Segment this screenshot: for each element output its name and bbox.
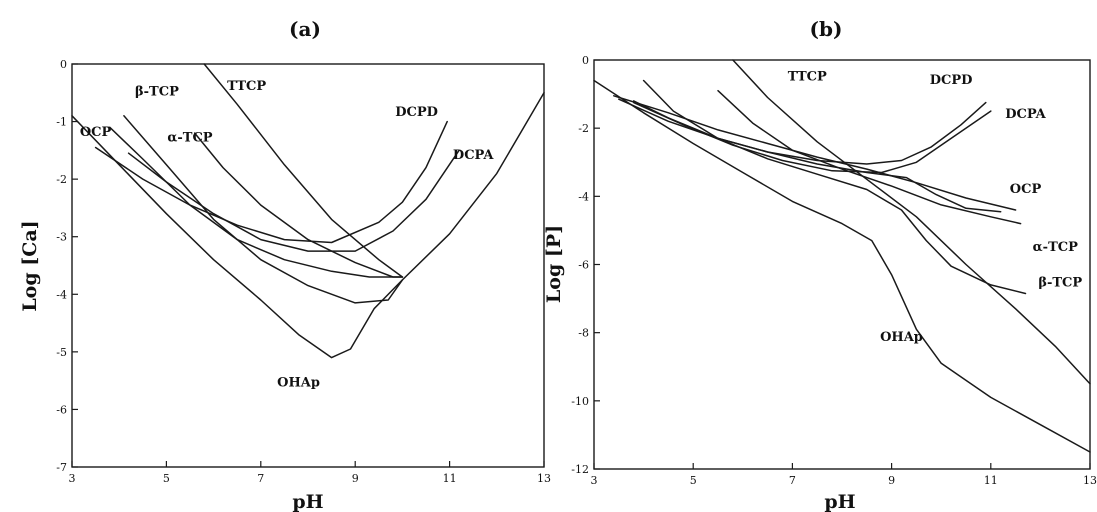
curve-label-dcpa: DCPA <box>453 148 494 163</box>
x-tick-label: 5 <box>690 474 697 487</box>
curve-label-dcpa: DCPA <box>1005 107 1046 122</box>
curve-ocp <box>109 126 404 278</box>
curve-dcpd <box>618 98 987 165</box>
y-tick-label: -4 <box>56 288 67 301</box>
curve-label-alpha-tcp: α-TCP <box>167 131 212 146</box>
panel-b-labels: TTCP DCPD DCPA OCP α-TCP β-TCP OHAp <box>788 69 1083 345</box>
x-tick-label: 3 <box>591 474 598 487</box>
y-tick-label: -12 <box>571 463 589 476</box>
curve-label-beta-tcp: β-TCP <box>1038 276 1082 291</box>
x-tick-label: 7 <box>789 474 796 487</box>
curve-label-alpha-tcp: α-TCP <box>1033 240 1078 255</box>
x-tick-label: 13 <box>537 472 551 485</box>
y-tick-label: -8 <box>578 327 589 340</box>
curve-label-ocp: OCP <box>80 125 112 140</box>
panel-a-xlabel: pH <box>292 491 323 512</box>
panel-a: (a) 3 5 7 9 11 13 0 -1 -2 -3 -4 -5 -6 -7 OCP β-TCP TTCP… <box>19 17 551 512</box>
curve-ocp <box>632 100 1002 213</box>
y-tick-label: -1 <box>56 116 67 129</box>
curve-label-ttcp: TTCP <box>788 69 827 84</box>
y-tick-label: 0 <box>60 58 67 71</box>
panel-b: (b) 3 5 7 9 11 13 0 -2 -4 -6 -8 -10 -12 TTCP DCPD DCPA… <box>543 17 1097 512</box>
panel-b-curves <box>593 59 1091 453</box>
y-tick-label: -5 <box>56 346 67 359</box>
curve-alpha-tcp <box>193 132 404 278</box>
panel-a-ylabel: Log [Ca] <box>19 220 41 311</box>
curve-ttcp <box>732 59 1091 385</box>
y-tick-label: -2 <box>578 122 589 135</box>
x-tick-label: 3 <box>69 472 76 485</box>
x-tick-label: 7 <box>257 472 264 485</box>
curve-dcpa <box>127 149 460 252</box>
panel-b-title: (b) <box>810 17 843 41</box>
curve-unlabeled <box>613 95 1017 211</box>
x-tick-label: 13 <box>1083 474 1097 487</box>
panel-a-labels: OCP β-TCP TTCP α-TCP DCPD DCPA OHAp <box>80 79 495 390</box>
curve-label-dcpd: DCPD <box>930 73 973 88</box>
x-tick-label: 9 <box>352 472 359 485</box>
curve-label-ocp: OCP <box>1010 182 1042 197</box>
panel-b-xlabel: pH <box>824 491 855 512</box>
panel-b-ylabel: Log [P] <box>543 225 565 303</box>
curve-beta-tcp <box>123 115 404 304</box>
panel-a-curves <box>71 63 545 359</box>
y-tick-label: 0 <box>582 54 589 67</box>
y-tick-label: -6 <box>56 403 67 416</box>
x-tick-label: 5 <box>163 472 170 485</box>
curve-dcpd <box>94 120 448 244</box>
curve-alpha-tcp <box>717 89 1022 225</box>
curve-beta-tcp <box>642 79 1027 295</box>
panel-a-frame <box>71 63 545 468</box>
panel-a-title: (a) <box>289 17 321 41</box>
curve-label-ohap: OHAp <box>880 330 923 345</box>
y-tick-label: -6 <box>578 259 589 272</box>
panel-b-ticks: 3 5 7 9 11 13 0 -2 -4 -6 -8 -10 -12 <box>571 54 1097 487</box>
y-tick-label: -10 <box>571 395 589 408</box>
curve-ttcp <box>203 63 404 278</box>
panel-a-ticks: 3 5 7 9 11 13 0 -1 -2 -3 -4 -5 -6 -7 <box>56 58 551 485</box>
curve-ohap <box>71 92 545 359</box>
curve-label-ttcp: TTCP <box>227 79 266 94</box>
curve-label-beta-tcp: β-TCP <box>135 85 179 100</box>
y-tick-label: -3 <box>56 231 67 244</box>
y-tick-label: -7 <box>56 461 67 474</box>
y-tick-label: -2 <box>56 173 67 186</box>
curve-label-ohap: OHAp <box>277 375 320 390</box>
x-tick-label: 11 <box>443 472 457 485</box>
curve-label-dcpd: DCPD <box>395 105 438 120</box>
curve-ohap <box>593 79 1091 453</box>
x-tick-label: 9 <box>888 474 895 487</box>
x-tick-label: 11 <box>984 474 998 487</box>
y-tick-label: -4 <box>578 190 589 203</box>
